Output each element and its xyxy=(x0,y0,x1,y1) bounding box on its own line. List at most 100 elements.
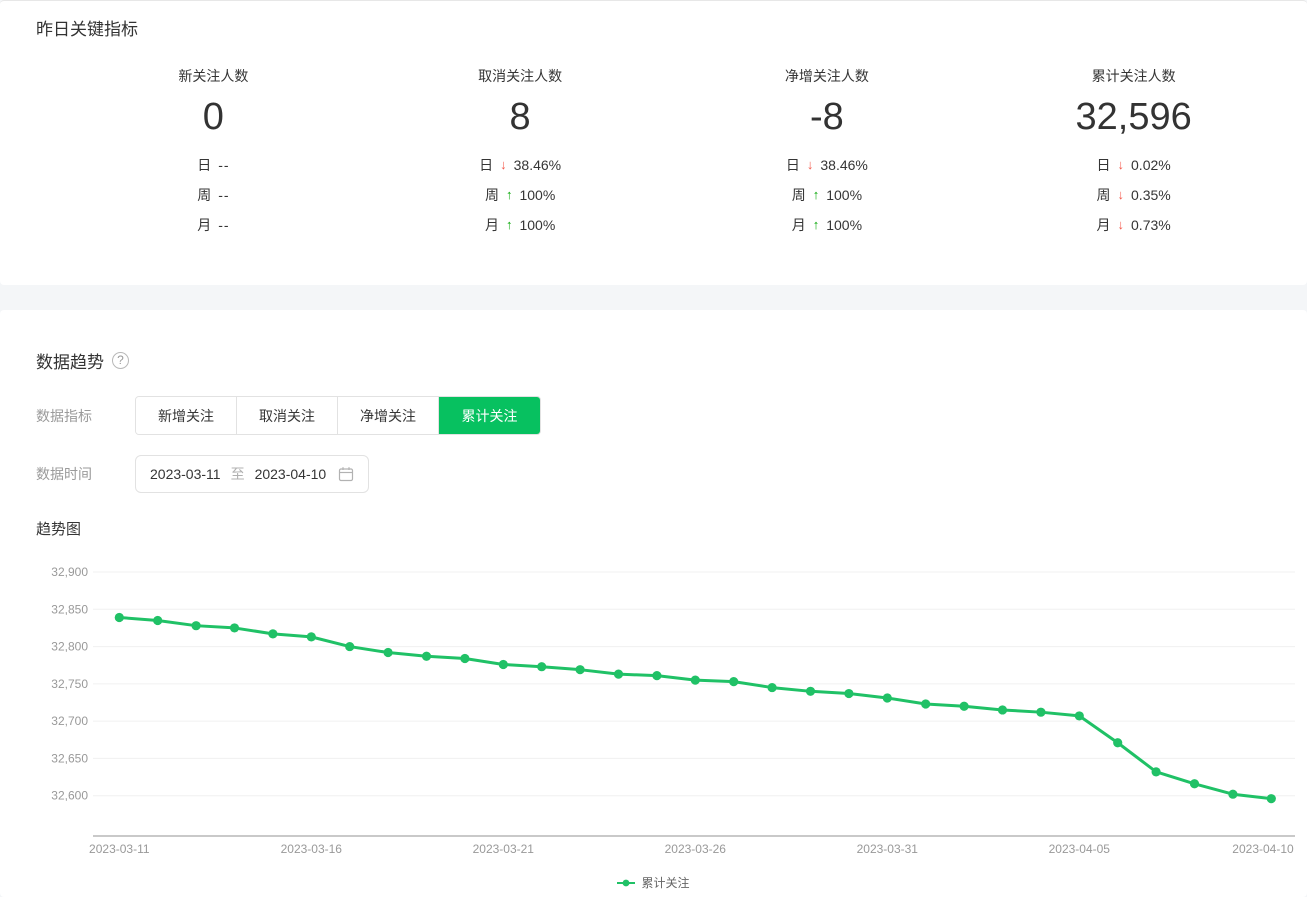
help-question-icon[interactable]: ? xyxy=(112,352,129,369)
x-axis-tick-label: 2023-04-05 xyxy=(1049,842,1111,856)
x-axis-tick-label: 2023-04-10 xyxy=(1232,842,1294,856)
down-arrow-icon: ↓ xyxy=(806,157,814,173)
metric-value: 32,596 xyxy=(1075,96,1192,138)
calendar-icon[interactable] xyxy=(338,466,354,482)
metric-trend-row: 日 ↓ 38.46% xyxy=(674,150,981,180)
metric-label: 累计关注人数 xyxy=(1091,68,1176,84)
legend-line-dot-icon xyxy=(617,879,636,886)
trend-value: 0.02% xyxy=(1131,156,1171,173)
data-point[interactable] xyxy=(575,665,585,675)
period-label: 周 xyxy=(484,186,499,203)
data-trend-title: 数据趋势 ? xyxy=(0,310,1307,373)
metric-value: -8 xyxy=(809,96,844,138)
date-range-separator: 至 xyxy=(230,466,245,482)
trend-value: -- xyxy=(218,216,230,233)
tab-new-follow[interactable]: 新增关注 xyxy=(136,397,237,434)
metric-tabs-row: 数据指标 新增关注 取消关注 净增关注 累计关注 xyxy=(36,396,1307,435)
data-point[interactable] xyxy=(191,621,201,631)
y-axis-tick-label: 32,850 xyxy=(51,602,88,616)
metric-trend-rows: 日 ↓ 0.02% 周 ↓ 0.35% 月 ↓ 0.73% xyxy=(980,150,1287,240)
data-point[interactable] xyxy=(921,699,931,709)
data-point[interactable] xyxy=(613,669,624,679)
tab-total-follow[interactable]: 累计关注 xyxy=(439,397,540,434)
period-label: 日 xyxy=(1096,156,1111,173)
trend-value: 38.46% xyxy=(820,156,868,173)
data-point[interactable] xyxy=(1036,707,1046,717)
data-point[interactable] xyxy=(844,688,854,699)
data-point[interactable] xyxy=(1113,738,1123,748)
data-point[interactable] xyxy=(882,693,892,703)
metric-value: 0 xyxy=(202,96,224,138)
tab-net-follow[interactable]: 净增关注 xyxy=(338,397,439,434)
chart-title: 趋势图 xyxy=(36,521,82,538)
data-point[interactable] xyxy=(537,662,547,672)
x-axis-tick-label: 2023-03-26 xyxy=(665,842,727,856)
data-point[interactable] xyxy=(1189,779,1200,789)
metric-tabs-label: 数据指标 xyxy=(36,407,92,424)
data-point[interactable] xyxy=(345,641,355,652)
key-metrics-card: 昨日关键指标 新关注人数 0 日 -- 周 -- 月 -- 取消关注人数 8 日 ↓ 38.4… xyxy=(0,0,1307,285)
data-point[interactable] xyxy=(805,686,816,696)
data-point[interactable] xyxy=(460,653,470,664)
key-metrics-title: 昨日关键指标 xyxy=(36,20,138,39)
metric-trend-row: 周 ↑ 100% xyxy=(674,180,981,210)
data-point[interactable] xyxy=(383,647,393,658)
y-axis-tick-label: 32,750 xyxy=(51,677,88,691)
trend-value: 0.35% xyxy=(1131,186,1171,203)
trend-value: -- xyxy=(218,186,230,203)
date-range-label: 数据时间 xyxy=(36,466,92,482)
metric-trend-rows: 日 ↓ 38.46% 周 ↑ 100% 月 ↑ 100% xyxy=(367,150,674,240)
data-point[interactable] xyxy=(153,615,163,626)
tab-unfollow[interactable]: 取消关注 xyxy=(237,397,338,434)
data-point[interactable] xyxy=(114,612,124,623)
y-axis-tick-label: 32,900 xyxy=(51,565,88,579)
metric-trend-row: 月 ↑ 100% xyxy=(674,210,981,240)
data-point[interactable] xyxy=(652,671,662,681)
data-point[interactable] xyxy=(767,682,777,693)
chart-legend[interactable]: 累计关注 xyxy=(0,874,1307,891)
down-arrow-icon: ↓ xyxy=(1117,217,1125,233)
data-point[interactable] xyxy=(306,632,316,642)
data-point[interactable] xyxy=(268,629,278,639)
metric-trend-rows: 日 -- 周 -- 月 -- xyxy=(60,150,367,240)
period-label: 周 xyxy=(1096,186,1111,203)
metric-unfollowers: 取消关注人数 8 日 ↓ 38.46% 周 ↑ 100% 月 ↑ 100% xyxy=(367,66,674,240)
date-range-start[interactable]: 2023-03-11 xyxy=(150,466,221,482)
trend-value: 100% xyxy=(519,216,556,233)
metric-trend-row: 周 ↓ 0.35% xyxy=(980,180,1287,210)
period-label: 月 xyxy=(484,216,499,233)
x-axis-tick-label: 2023-03-21 xyxy=(473,842,535,856)
data-point[interactable] xyxy=(729,677,739,687)
data-point[interactable] xyxy=(959,701,969,711)
data-point[interactable] xyxy=(1266,794,1276,804)
down-arrow-icon: ↓ xyxy=(1117,187,1125,203)
up-arrow-icon: ↑ xyxy=(505,217,513,233)
period-label: 月 xyxy=(197,216,212,233)
data-point[interactable] xyxy=(997,705,1008,715)
data-point[interactable] xyxy=(421,651,432,661)
y-axis-tick-label: 32,800 xyxy=(51,640,88,654)
data-point[interactable] xyxy=(1074,711,1084,721)
period-label: 日 xyxy=(785,156,800,173)
data-point[interactable] xyxy=(1151,767,1161,777)
metric-net-followers: 净增关注人数 -8 日 ↓ 38.46% 周 ↑ 100% 月 ↑ 100% xyxy=(674,66,981,240)
trend-chart-container: 32,900 32,850 32,800 32,750 32,700 32,650 32,6… xyxy=(0,552,1307,872)
date-range-end[interactable]: 2023-04-10 xyxy=(254,466,327,482)
data-trend-title-text: 数据趋势 xyxy=(36,353,104,372)
y-axis-tick-label: 32,700 xyxy=(51,714,88,728)
data-point[interactable] xyxy=(690,675,700,685)
date-range-picker[interactable]: 2023-03-11 至 2023-04-10 xyxy=(135,455,370,493)
y-axis-tick-label: 32,600 xyxy=(51,789,88,803)
down-arrow-icon: ↓ xyxy=(500,157,507,173)
metric-tabs: 新增关注 取消关注 净增关注 累计关注 xyxy=(135,396,541,435)
trend-value: 38.46% xyxy=(513,156,562,173)
y-axis-tick-label: 32,650 xyxy=(51,751,88,765)
up-arrow-icon: ↑ xyxy=(505,187,513,203)
metric-trend-row: 月 -- xyxy=(60,210,367,240)
data-point[interactable] xyxy=(1228,789,1238,799)
data-point[interactable] xyxy=(229,623,240,633)
data-point[interactable] xyxy=(498,659,508,670)
metric-value: 8 xyxy=(509,96,531,138)
period-label: 日 xyxy=(197,156,212,173)
metric-label: 新关注人数 xyxy=(178,68,249,84)
